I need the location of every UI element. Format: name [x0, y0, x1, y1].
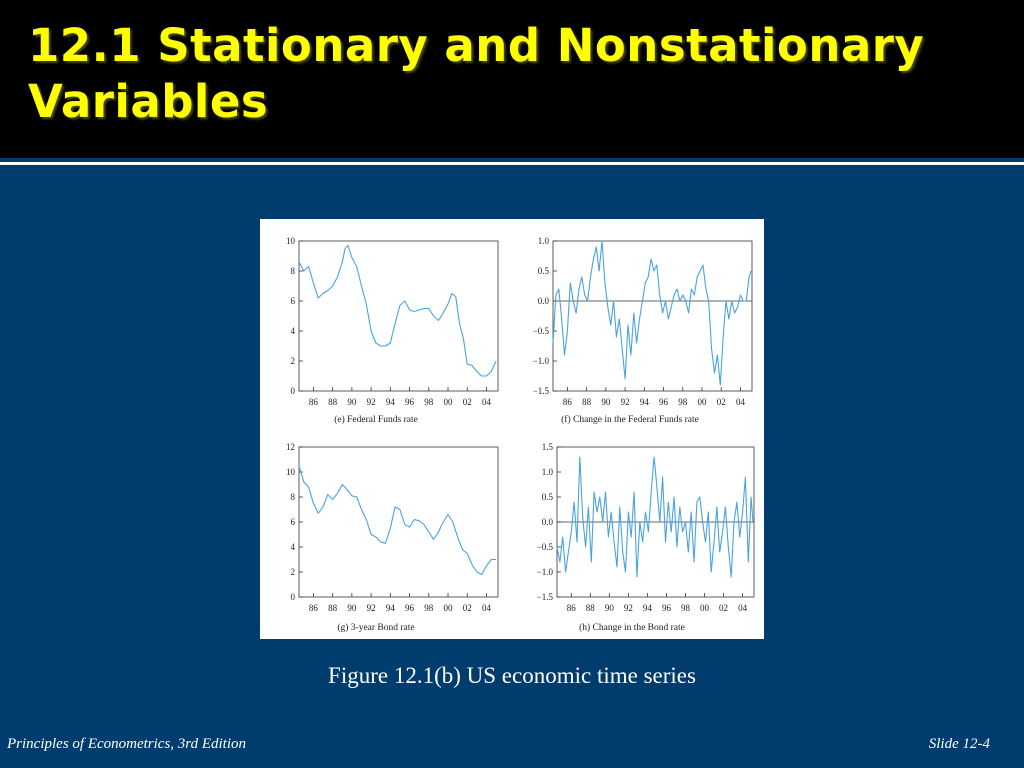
y-tick-label: −1.0 — [537, 567, 554, 577]
series-line-f — [552, 240, 752, 386]
figure-panel: 0 2 4 6 8 10 86 88 90 92 94 96 98 00 02 04 (e) Federal F… — [260, 219, 764, 639]
y-tick-label: −1.0 — [533, 356, 550, 366]
y-tick-label: 2 — [291, 567, 296, 577]
plot-frame — [298, 240, 499, 392]
x-tick-label: 02 — [463, 397, 472, 407]
x-tick-label: 86 — [309, 603, 319, 613]
x-tick-label: 04 — [738, 603, 748, 613]
x-tick-label: 00 — [698, 397, 708, 407]
x-tick-label: 98 — [424, 397, 434, 407]
y-tick-label: 12 — [286, 442, 295, 452]
y-tick-label: 1.0 — [542, 467, 554, 477]
x-tick-label: 92 — [621, 397, 630, 407]
x-tick-label: 92 — [367, 603, 376, 613]
y-tick-label: 0 — [291, 592, 296, 602]
x-tick-label: 98 — [681, 603, 691, 613]
x-tick-label: 94 — [386, 603, 396, 613]
x-tick-label: 90 — [601, 397, 611, 407]
y-tick-label: 0 — [291, 386, 296, 396]
x-tick-label: 02 — [719, 603, 728, 613]
x-tick-label: 92 — [624, 603, 633, 613]
y-tick-label: −1.5 — [537, 592, 554, 602]
x-tick-label: 96 — [662, 603, 672, 613]
y-tick-label: 6 — [291, 296, 296, 306]
y-tick-label: 0.0 — [542, 517, 554, 527]
x-tick-label: 96 — [405, 603, 415, 613]
x-tick-label: 98 — [678, 397, 688, 407]
y-tick-label: 8 — [291, 492, 296, 502]
x-tick-label: 04 — [482, 603, 492, 613]
x-tick-label: 00 — [700, 603, 710, 613]
y-tick-label: 10 — [286, 467, 296, 477]
x-tick-label: 94 — [640, 397, 650, 407]
x-tick-label: 02 — [717, 397, 726, 407]
footer-book-title: Principles of Econometrics, 3rd Edition — [7, 736, 246, 752]
title-divider — [0, 162, 1024, 165]
y-tick-label: 0.5 — [538, 266, 550, 276]
y-tick-label: 6 — [291, 517, 296, 527]
chart-caption: (e) Federal Funds rate — [334, 414, 418, 425]
x-tick-label: 96 — [659, 397, 669, 407]
y-tick-label: 10 — [286, 236, 296, 246]
x-tick-label: 88 — [582, 397, 592, 407]
x-tick-label: 94 — [643, 603, 653, 613]
x-tick-label: 94 — [386, 397, 396, 407]
series-line-g — [298, 465, 497, 576]
x-tick-label: 90 — [605, 603, 615, 613]
x-tick-label: 04 — [736, 397, 746, 407]
y-tick-label: −1.5 — [533, 386, 550, 396]
y-tick-label: 0.5 — [542, 492, 554, 502]
y-tick-label: −0.5 — [533, 326, 550, 336]
x-tick-label: 86 — [309, 397, 319, 407]
y-tick-label: 1.0 — [538, 236, 550, 246]
title-bar: 12.1 Stationary and Nonstationary Variab… — [0, 0, 1024, 158]
y-tick-label: −0.5 — [537, 542, 554, 552]
x-tick-label: 90 — [347, 603, 357, 613]
figure-caption: Figure 12.1(b) US economic time series — [328, 663, 696, 688]
x-tick-label: 88 — [328, 603, 338, 613]
y-tick-label: 1.5 — [542, 442, 554, 452]
plot-frame — [298, 446, 499, 598]
y-tick-label: 8 — [291, 266, 296, 276]
y-tick-label: 2 — [291, 356, 296, 366]
plot-frame — [552, 240, 753, 392]
x-tick-label: 98 — [424, 603, 434, 613]
x-tick-label: 92 — [367, 397, 376, 407]
series-line-e — [298, 244, 497, 377]
x-tick-label: 00 — [444, 603, 454, 613]
series-line-h — [556, 456, 754, 578]
x-tick-label: 02 — [463, 603, 472, 613]
chart-caption: (h) Change in the Bond rate — [579, 622, 685, 633]
chart-caption: (f) Change in the Federal Funds rate — [561, 414, 699, 425]
y-tick-label: 4 — [291, 326, 296, 336]
x-tick-label: 86 — [567, 603, 577, 613]
x-tick-label: 00 — [444, 397, 454, 407]
x-tick-label: 90 — [347, 397, 357, 407]
slide-title: 12.1 Stationary and Nonstationary Variab… — [28, 19, 925, 128]
y-tick-label: 0.0 — [538, 296, 550, 306]
x-tick-label: 96 — [405, 397, 415, 407]
x-tick-label: 86 — [563, 397, 573, 407]
y-tick-label: 4 — [291, 542, 296, 552]
footer-slide-number: Slide 12-4 — [928, 736, 990, 752]
chart-h: −1.5 −1.0 −0.5 0.0 0.5 1.0 1.5 86 88 90 92 94 96 98 00… — [537, 442, 755, 633]
x-tick-label: 04 — [482, 397, 492, 407]
chart-caption: (g) 3-year Bond rate — [337, 622, 414, 633]
x-tick-label: 88 — [328, 397, 338, 407]
x-tick-label: 88 — [586, 603, 596, 613]
chart-f: −1.5 −1.0 −0.5 0.0 0.5 1.0 86 88 90 92 94 96 98 00 02 0… — [533, 236, 753, 425]
